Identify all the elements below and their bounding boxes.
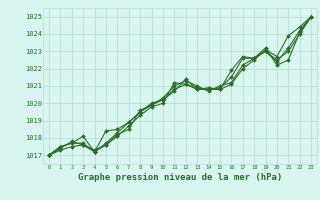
X-axis label: Graphe pression niveau de la mer (hPa): Graphe pression niveau de la mer (hPa) — [78, 173, 282, 182]
